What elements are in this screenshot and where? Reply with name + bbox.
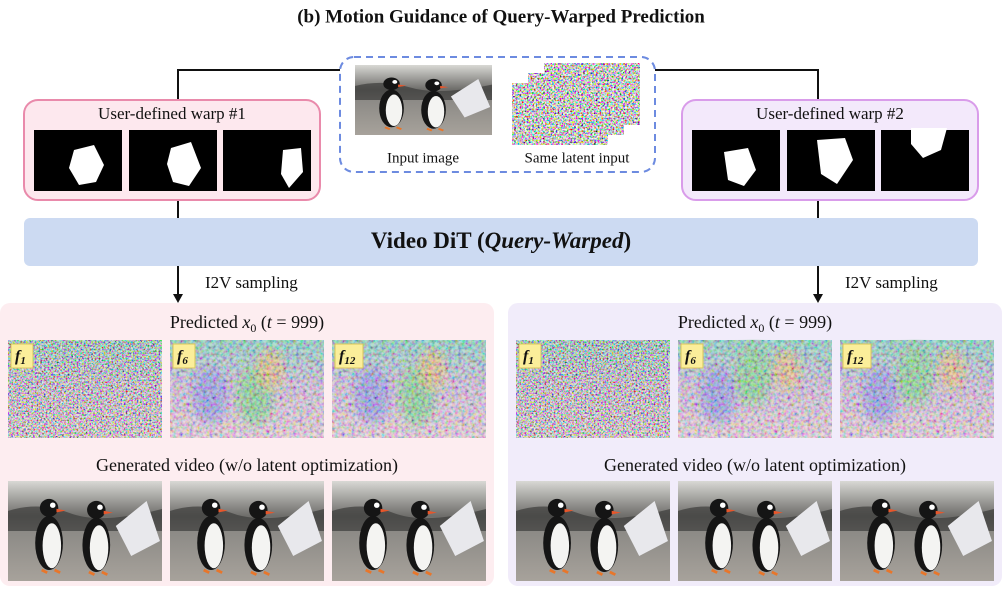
video-frame [170,481,324,581]
pred-noise [8,340,162,438]
model-label: Video DiT (Query-Warped) [371,228,631,253]
mask-shape [911,128,947,158]
predicted-text: Predicted [678,312,750,332]
predicted-sub: 0 [758,321,764,335]
warp-mask [692,130,780,191]
frame-badge [518,343,542,369]
mask-shape [281,148,303,188]
mask-shape [724,148,756,186]
prediction-frame: f6 [170,340,324,438]
warp-mask [881,128,969,191]
frame-sub: 12 [852,355,864,367]
frame-label: f12 [339,348,356,367]
predicted-label: Predicted x0 (t = 999) [170,312,324,335]
frame-badge [334,343,364,369]
predicted-rest: = 999) [780,312,832,333]
input-label: Input image [387,150,459,166]
prediction-frame: f1 [516,340,670,438]
mask-shape [817,138,853,184]
frame-sub: 1 [20,355,26,367]
generated-label: Generated video (w/o latent optimization… [96,455,398,476]
mask-shape [69,145,104,185]
frame-f: f [523,348,530,365]
video-frame [8,481,162,581]
predicted-text: Predicted [170,312,242,332]
pred-noise [516,340,670,438]
frame-f: f [847,348,854,365]
predicted-t: t [267,312,273,332]
video-frame [516,481,670,581]
warp-mask [787,130,875,191]
predicted-open: ( [256,312,267,333]
prediction-frame: f1 [8,340,162,438]
rect-part [511,82,609,146]
prediction-frame: f12 [332,340,486,438]
frame-sub: 12 [344,355,356,367]
latent-label: Same latent input [525,150,631,166]
pred-texture [678,340,832,438]
frame-label: f1 [15,348,26,367]
warp-label: User-defined warp #2 [756,104,904,123]
warp-mask [34,130,122,191]
mask-shape [167,142,201,186]
frame-label: f1 [523,348,534,367]
warp-label: User-defined warp #1 [98,104,246,123]
figure-title: (b) Motion Guidance of Query-Warped Pred… [297,6,705,27]
frame-badge [680,343,704,369]
sampling-label: I2V sampling [205,273,298,292]
video-frame [332,481,486,581]
latent-stack [511,62,641,146]
prediction-frame: f12 [840,340,994,438]
model-close: ) [623,228,631,253]
predicted-t: t [775,312,781,332]
model-emphasis: Query-Warped [485,228,624,253]
predicted-sub: 0 [250,321,256,335]
model-name: Video DiT ( [371,228,485,253]
predicted-var: x [749,312,758,332]
input-image [355,65,492,135]
frame-badge [10,343,34,369]
prediction-frame: f6 [678,340,832,438]
video-frame [678,481,832,581]
connector [177,69,819,218]
warp-mask [223,130,311,191]
predicted-open: ( [764,312,775,333]
frame-f: f [15,348,22,365]
arrow-head [813,294,823,303]
frame-f: f [177,348,184,365]
predicted-label: Predicted x0 (t = 999) [678,312,832,335]
frame-sub: 6 [690,355,696,367]
frame-badge [842,343,872,369]
frame-f: f [685,348,692,365]
frame-label: f6 [177,348,188,367]
frame-f: f [339,348,346,365]
pred-texture [170,340,324,438]
arrow-head [173,294,183,303]
frame-label: f6 [685,348,696,367]
frame-badge [172,343,196,369]
predicted-var: x [241,312,250,332]
frame-sub: 6 [182,355,188,367]
video-frame [840,481,994,581]
frame-label: f12 [847,348,864,367]
sampling-label: I2V sampling [845,273,938,292]
predicted-rest: = 999) [272,312,324,333]
model-bar [24,218,978,266]
generated-label: Generated video (w/o latent optimization… [604,455,906,476]
warp-mask [129,130,217,191]
frame-sub: 1 [528,355,534,367]
